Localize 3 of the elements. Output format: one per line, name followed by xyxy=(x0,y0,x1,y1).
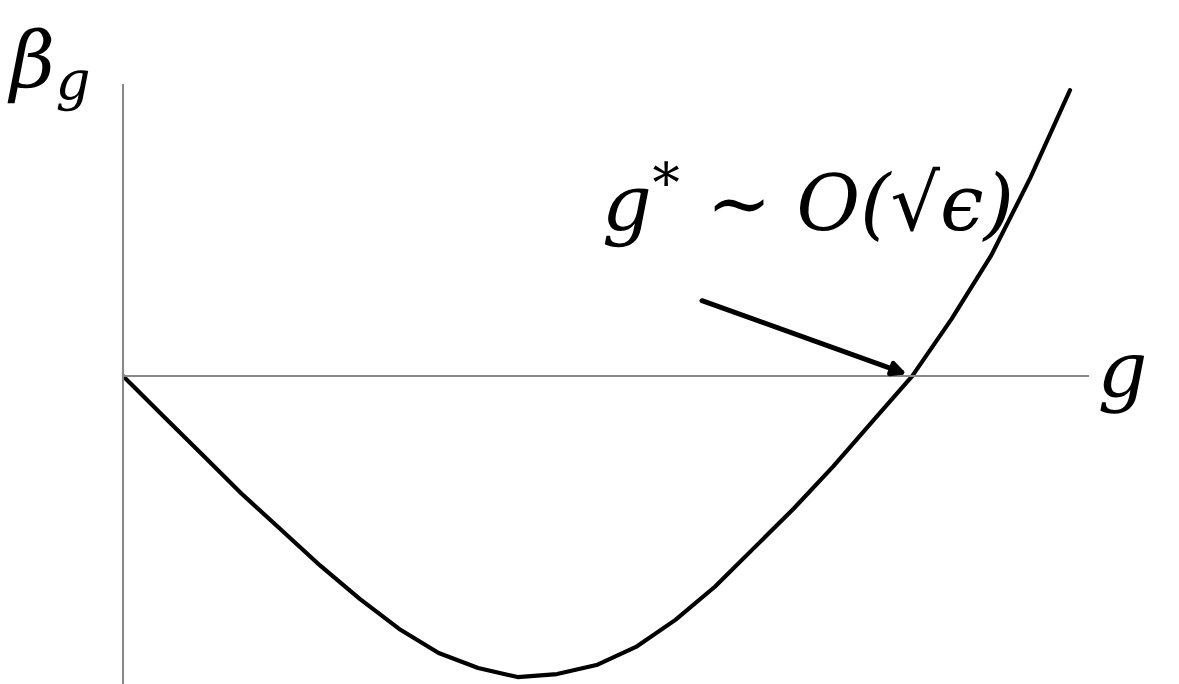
x-axis-title: g xyxy=(1100,354,1145,414)
annotation: g$^{*}$ ∼ O(√ϵ) xyxy=(604,161,1010,248)
y-axis-title: β$_{g}$ xyxy=(7,27,89,112)
